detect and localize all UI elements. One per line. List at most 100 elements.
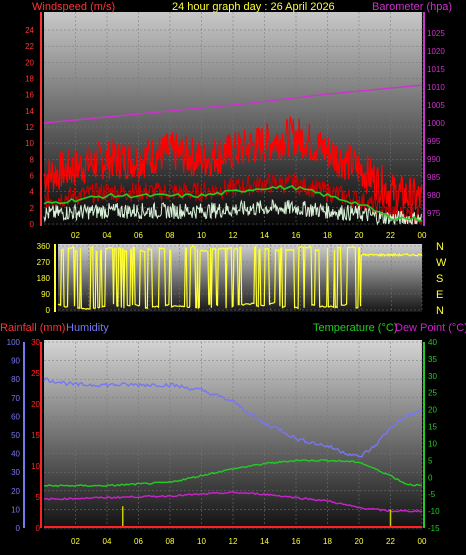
wind-tick-label: 10	[25, 139, 34, 148]
wind-tick-label: 16	[25, 91, 34, 100]
wind-average-line	[43, 184, 423, 222]
windspeed-axis-label: Windspeed (m/s)	[32, 1, 115, 13]
direction-tick-label: 90	[41, 290, 50, 299]
climate-hour-label: 00	[418, 537, 427, 546]
temperature-tick-label: -10	[428, 507, 440, 516]
temperature-tick-label: -5	[428, 490, 436, 499]
barometer-axis-label: Barometer (hpa)	[372, 1, 452, 13]
temperature-tick-label: 30	[428, 372, 437, 381]
wind-hour-label: 16	[292, 231, 301, 240]
wind-hour-label: 14	[260, 231, 269, 240]
dewpoint-line	[43, 491, 423, 513]
wind-tick-label: 14	[25, 107, 34, 116]
baro-tick-label: 1005	[427, 101, 445, 110]
wind-hour-label: 20	[355, 231, 364, 240]
climate-hour-label: 02	[71, 537, 80, 546]
wind-tick-label: 12	[25, 123, 34, 132]
wind-tick-label: 4	[30, 188, 35, 197]
climate-hour-label: 12	[229, 537, 238, 546]
humidity-tick-label: 20	[11, 487, 20, 496]
climate-hour-label: 14	[260, 537, 269, 546]
humidity-tick-label: 50	[11, 431, 20, 440]
wind-tick-label: 0	[30, 220, 35, 229]
climate-hour-label: 04	[103, 537, 112, 546]
wind-tick-label: 2	[30, 204, 35, 213]
temperature-tick-label: 10	[428, 439, 437, 448]
humidity-tick-label: 40	[11, 450, 20, 459]
humidity-tick-label: 100	[7, 338, 21, 347]
compass-label-e: E	[436, 289, 443, 301]
wind-speed-line	[43, 172, 423, 225]
temperature-axis-label: Temperature (°C)	[313, 322, 397, 334]
rain-tick-label: 5	[36, 493, 41, 502]
humidity-tick-label: 60	[11, 412, 20, 421]
direction-tick-label: 0	[46, 306, 51, 315]
climate-hour-label: 10	[197, 537, 206, 546]
temperature-tick-label: 5	[428, 456, 433, 465]
wind-hour-label: 22	[386, 231, 395, 240]
wind-hour-label: 08	[166, 231, 175, 240]
temperature-tick-label: -15	[428, 524, 440, 533]
direction-tick-label: 360	[37, 242, 51, 251]
wind-hour-label: 10	[197, 231, 206, 240]
climate-hour-label: 06	[134, 537, 143, 546]
compass-label-s: S	[436, 273, 443, 285]
baro-tick-label: 980	[427, 191, 441, 200]
humidity-line	[43, 377, 423, 458]
wind-hour-label: 12	[229, 231, 238, 240]
wind-tick-label: 24	[25, 26, 34, 35]
baro-tick-label: 1000	[427, 119, 445, 128]
wind-lull-line	[43, 198, 423, 226]
humidity-axis-label: Humidity	[66, 322, 109, 334]
baro-tick-label: 1010	[427, 83, 445, 92]
wind-tick-label: 22	[25, 42, 34, 51]
wind-direction-trace	[57, 245, 423, 311]
wind-hour-label: 02	[71, 231, 80, 240]
humidity-tick-label: 10	[11, 505, 20, 514]
wind-gust-line	[43, 116, 423, 218]
baro-tick-label: 1015	[427, 65, 445, 74]
humidity-tick-label: 70	[11, 394, 20, 403]
baro-tick-label: 985	[427, 173, 441, 182]
wind-hour-label: 04	[103, 231, 112, 240]
rain-tick-label: 25	[31, 369, 40, 378]
wind-hour-label: 00	[418, 231, 427, 240]
wind-hour-label: 06	[134, 231, 143, 240]
rain-tick-label: 30	[31, 338, 40, 347]
climate-hour-label: 20	[355, 537, 364, 546]
baro-tick-label: 975	[427, 209, 441, 218]
wind-tick-label: 18	[25, 75, 34, 84]
baro-tick-label: 1025	[427, 29, 445, 38]
humidity-tick-label: 30	[11, 468, 20, 477]
humidity-tick-label: 90	[11, 357, 20, 366]
direction-tick-label: 270	[37, 258, 51, 267]
temperature-tick-label: 25	[428, 389, 437, 398]
humidity-tick-label: 0	[16, 524, 21, 533]
temperature-tick-label: 20	[428, 406, 437, 415]
dewpoint-axis-label: Dew Point (°C)	[395, 322, 466, 334]
wind-tick-label: 6	[30, 172, 35, 181]
wind-hour-label: 18	[323, 231, 332, 240]
baro-tick-label: 1020	[427, 47, 445, 56]
temperature-tick-label: 0	[428, 473, 433, 482]
direction-tick-label: 180	[37, 274, 51, 283]
compass-label-w: W	[436, 257, 447, 269]
temperature-tick-label: 15	[428, 423, 437, 432]
temperature-line	[43, 458, 423, 488]
rain-tick-label: 0	[36, 524, 41, 533]
baro-tick-label: 990	[427, 155, 441, 164]
barometer-line	[43, 84, 423, 124]
climate-hour-label: 16	[292, 537, 301, 546]
baro-tick-label: 995	[427, 137, 441, 146]
compass-label-n-bottom: N	[436, 305, 444, 317]
rain-tick-label: 10	[31, 462, 40, 471]
temperature-tick-label: 35	[428, 355, 437, 364]
wind-tick-label: 20	[25, 58, 34, 67]
rain-tick-label: 15	[31, 431, 40, 440]
compass-label-n-top: N	[436, 241, 444, 253]
climate-hour-label: 22	[386, 537, 395, 546]
climate-hour-label: 08	[166, 537, 175, 546]
climate-hour-label: 18	[323, 537, 332, 546]
rainfall-axis-label: Rainfall (mm)	[0, 322, 65, 334]
